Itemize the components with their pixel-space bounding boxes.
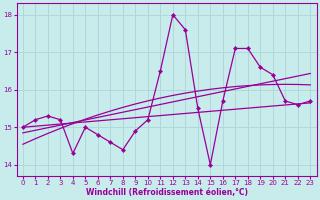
X-axis label: Windchill (Refroidissement éolien,°C): Windchill (Refroidissement éolien,°C) [85,188,248,197]
